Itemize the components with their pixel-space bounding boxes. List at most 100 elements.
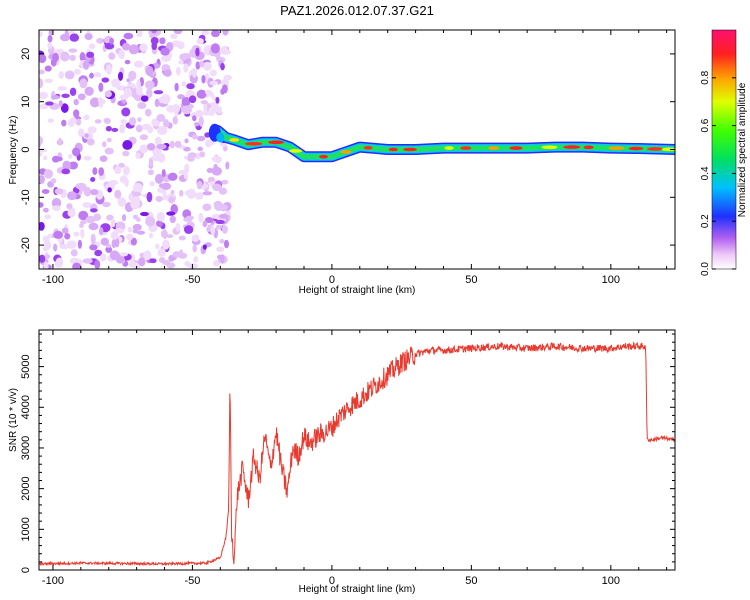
heatmap-noise-cell [162,239,170,250]
heatmap-noise-cell [73,231,80,237]
heatmap-noise-cell [123,87,133,98]
heatmap-noise-cell [72,147,81,157]
heatmap-noise-cell [109,250,120,261]
heatmap-noise-cell [218,213,229,219]
heatmap-noise-cell [135,152,141,159]
heatmap-noise-cell [98,82,104,92]
heatmap-noise-cell [39,31,43,38]
heatmap-noise-cell [53,230,64,239]
colorbar-tick-label: 0.4 [700,166,711,180]
heatmap-noise-cell [130,237,137,246]
heatmap-noise-cell [149,180,155,187]
heatmap-noise-cell [72,262,82,269]
heatmap-noise-cell [225,161,230,170]
heatmap-noise-cell [111,78,121,88]
heatmap-noise-cell [48,30,54,36]
heatmap-noise-cell [104,147,114,155]
heatmap-noise-cell [43,261,49,269]
heatmap-noise-cell [128,44,139,55]
heatmap-noise-cell [157,126,168,136]
heatmap-noise-cell [97,97,104,103]
heatmap-noise-cell [147,126,154,134]
heatmap-noise-cell [44,65,52,72]
heatmap-noise-cell [69,87,77,96]
heatmap-noise-cell [64,70,75,80]
snr-frame [38,329,676,571]
heatmap-noise-cell [107,187,112,193]
heatmap-noise-cell [209,69,217,77]
heatmap-noise-cell [206,167,214,173]
colorbar-tick-label: 0.2 [700,214,711,228]
signal-hotspot [541,145,558,150]
heatmap-noise-cell [78,210,89,221]
heatmap-noise-cell [128,117,137,126]
heatmap-noise-cell [75,118,82,126]
x-tick-label: 0 [329,274,335,286]
heatmap-noise-cell [154,173,164,184]
heatmap-noise-cell [109,37,114,45]
heatmap-noise-cell [110,218,116,228]
heatmap-noise-cell [82,258,93,264]
heatmap-noise-cell [133,60,144,68]
heatmap-noise-cell [147,169,154,176]
heatmap-noise-cell [86,51,95,58]
heatmap-noise-cell [124,59,131,65]
signal-hotspot [628,146,644,151]
heatmap-noise-cell [204,216,214,224]
heatmap-noise-cell [202,244,207,250]
spectrogram-heatmap [39,30,675,269]
heatmap-noise-cell [128,261,139,268]
heatmap-noise-cell [222,30,229,36]
heatmap-noise-cell [146,88,153,98]
heatmap-noise-cell [132,223,142,231]
heatmap-noise-cell [215,219,225,225]
heatmap-noise-cell [47,118,54,123]
heatmap-noise-cell [150,37,159,45]
heatmap-noise-cell [139,134,149,141]
heatmap-noise-cell [85,215,96,224]
heatmap-noise-cell [216,246,225,253]
heatmap-noise-cell [73,98,79,106]
heatmap-noise-cell [50,178,57,184]
heatmap-noise-cell [68,154,73,160]
heatmap-noise-cell [161,169,166,178]
heatmap-noise-cell [92,167,98,176]
heatmap-noise-cell [69,33,80,42]
y-tick-label: 5000 [20,354,32,378]
heatmap-noise-cell [139,43,148,52]
heatmap-noise-cell [151,30,157,34]
x-tick-label: -100 [42,575,64,587]
heatmap-noise-cell [221,225,228,234]
heatmap-noise-cell [184,190,192,196]
heatmap-noise-cell [90,208,98,213]
heatmap-noise-cell [193,255,199,263]
heatmap-noise-cell [120,119,127,124]
heatmap-noise-cell [184,138,189,144]
heatmap-noise-cell [106,137,112,143]
heatmap-noise-cell [84,86,94,96]
x-tick-label: -50 [184,575,200,587]
heatmap-noise-cell [117,85,124,91]
signal-hotspot [460,146,472,150]
heatmap-noise-cell [47,233,53,238]
heatmap-noise-cell [155,195,163,202]
heatmap-noise-cell [194,109,204,118]
heatmap-noise-cell [140,211,149,217]
heatmap-noise-cell [57,137,63,146]
heatmap-noise-cell [178,235,186,241]
heatmap-noise-cell [83,186,92,197]
heatmap-noise-cell [213,163,218,172]
heatmap-noise-cell [192,69,197,78]
heatmap-noise-cell [223,74,232,81]
signal-hotspot [661,147,675,152]
heatmap-noise-cell [135,85,143,96]
heatmap-noise-cell [52,205,61,212]
signal-hotspot [488,146,500,150]
colorbar-gradient [711,29,737,270]
heatmap-noise-cell [166,104,176,113]
heatmap-noise-cell [179,249,184,257]
heatmap-noise-cell [195,47,200,57]
heatmap-noise-cell [94,259,101,269]
heatmap-noise-cell [191,234,200,242]
